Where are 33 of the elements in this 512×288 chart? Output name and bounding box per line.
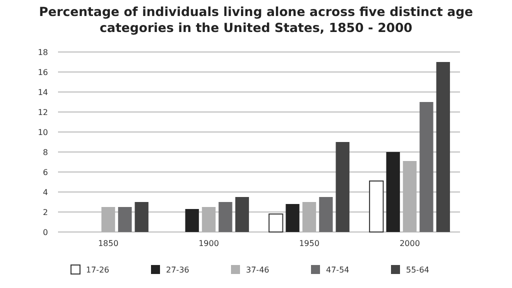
legend-label: 37-46 (246, 265, 270, 274)
bar (235, 197, 249, 232)
legend-label: 27-36 (166, 265, 190, 274)
x-tick-label: 1900 (198, 239, 219, 248)
x-tick-label: 2000 (400, 239, 420, 248)
y-tick-label: 14 (38, 88, 48, 97)
bar (336, 142, 350, 232)
y-tick-label: 18 (38, 48, 48, 57)
bar (386, 152, 400, 232)
y-tick-label: 6 (42, 168, 48, 177)
bar (420, 102, 434, 232)
bar (319, 197, 333, 232)
bar (134, 202, 148, 232)
bar (118, 207, 132, 232)
legend-label: 55-64 (406, 265, 430, 274)
y-tick-label: 16 (38, 68, 48, 77)
chart-title: Percentage of individuals living alone across five distinct age categories in the United States, 1850 - 2000 (38, 4, 474, 35)
x-tick-label: 1950 (299, 239, 320, 248)
bar (369, 180, 384, 232)
y-tick-label: 2 (42, 208, 48, 217)
x-tick-label: 1850 (98, 239, 118, 248)
y-tick-label: 10 (38, 128, 48, 137)
bar (286, 204, 300, 232)
bar (268, 214, 284, 232)
legend-label: 47-54 (326, 265, 350, 274)
bar (218, 202, 232, 232)
y-tick-label: 4 (42, 188, 48, 197)
bar (436, 62, 450, 232)
legend-label: 17-26 (86, 265, 110, 274)
y-tick-label: 8 (42, 148, 48, 157)
bar (185, 209, 199, 232)
y-tick-label: 0 (42, 228, 48, 237)
y-tick-label: 12 (38, 108, 48, 117)
